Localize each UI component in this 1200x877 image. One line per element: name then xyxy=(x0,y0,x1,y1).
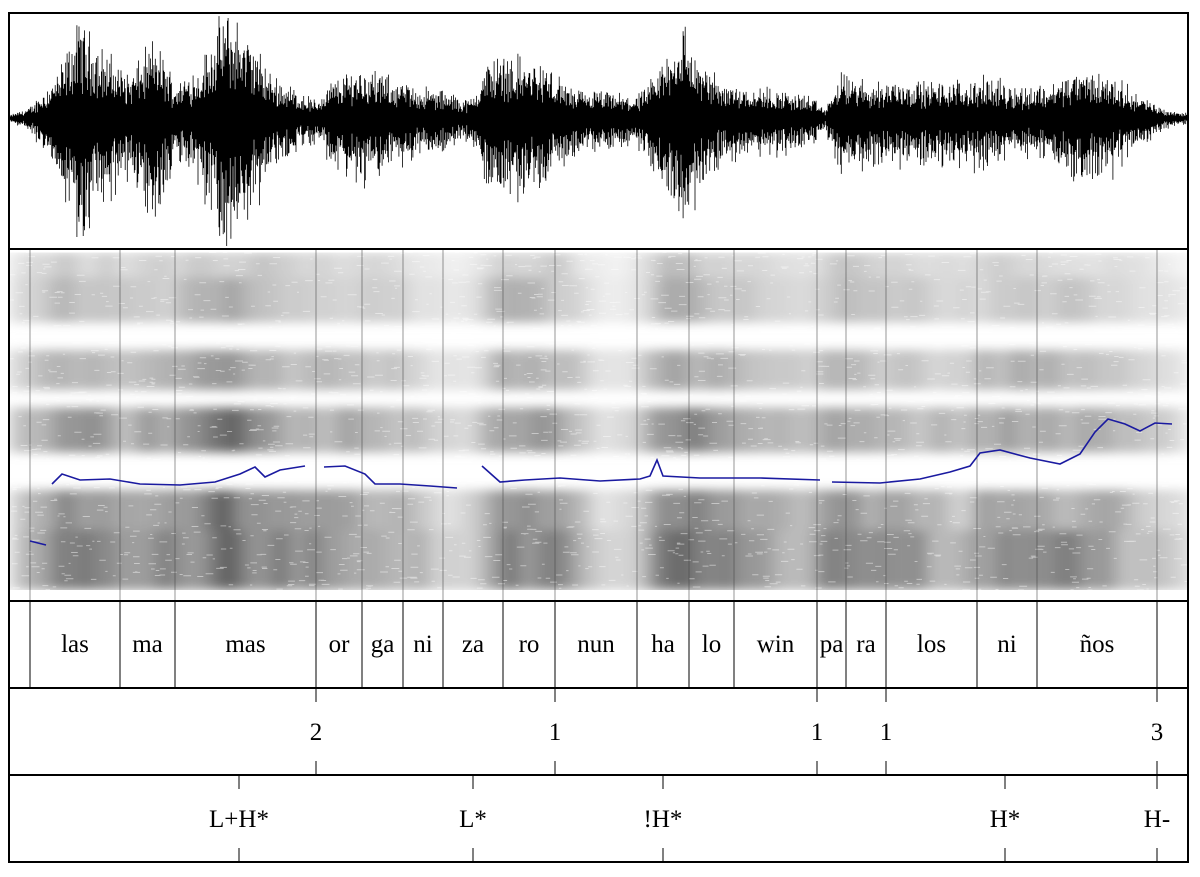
pitch-contour xyxy=(29,540,47,546)
syllable-label: or xyxy=(329,631,351,658)
break-index-label: 1 xyxy=(811,719,824,746)
tone-label: H* xyxy=(990,806,1021,833)
syllable-label: ni xyxy=(413,631,433,658)
syllable-label: pa xyxy=(820,631,844,658)
break-index-tier: 2 1 1 1 3 xyxy=(8,687,1189,776)
segment-boundaries xyxy=(29,249,1158,601)
break-index-label: 3 xyxy=(1151,719,1164,746)
spectrogram-panel xyxy=(8,248,1189,602)
pitch-contour xyxy=(51,465,306,486)
pitch-contour xyxy=(323,465,458,489)
tone-label: H- xyxy=(1144,806,1170,833)
tone-label: L* xyxy=(459,806,487,833)
waveform xyxy=(9,16,1188,246)
syllable-label: ha xyxy=(651,631,675,658)
syllable-label: ro xyxy=(519,631,540,658)
tone-label: L+H* xyxy=(209,806,269,833)
syllable-label: win xyxy=(757,631,795,658)
break-index-label: 1 xyxy=(549,719,562,746)
tone-label: !H* xyxy=(644,806,683,833)
syllable-label: ra xyxy=(856,631,875,658)
syllable-label: ños xyxy=(1080,631,1115,658)
pitch-contour xyxy=(481,457,821,483)
break-index-label: 1 xyxy=(880,719,893,746)
syllable-tier: las ma mas or ga ni za ro nun ha lo win pa ra los ni ños xyxy=(8,600,1189,689)
syllable-label: ga xyxy=(371,631,395,658)
syllable-label: lo xyxy=(702,631,721,658)
waveform-trace xyxy=(9,16,1188,246)
syllable-label: nun xyxy=(577,631,615,658)
tone-tier: L+H* L* !H* H* H- xyxy=(8,774,1189,863)
syllable-label: las xyxy=(61,631,89,658)
pitch-contour xyxy=(831,418,1173,484)
syllable-label: ni xyxy=(997,631,1017,658)
syllable-label: los xyxy=(917,631,946,658)
spectrogram-grain xyxy=(9,249,1188,601)
waveform-panel xyxy=(8,12,1189,250)
spectrogram xyxy=(9,252,1188,590)
break-index-label: 2 xyxy=(310,719,323,746)
syllable-label: ma xyxy=(132,631,163,658)
syllable-label: mas xyxy=(225,631,265,658)
syllable-label: za xyxy=(462,631,484,658)
